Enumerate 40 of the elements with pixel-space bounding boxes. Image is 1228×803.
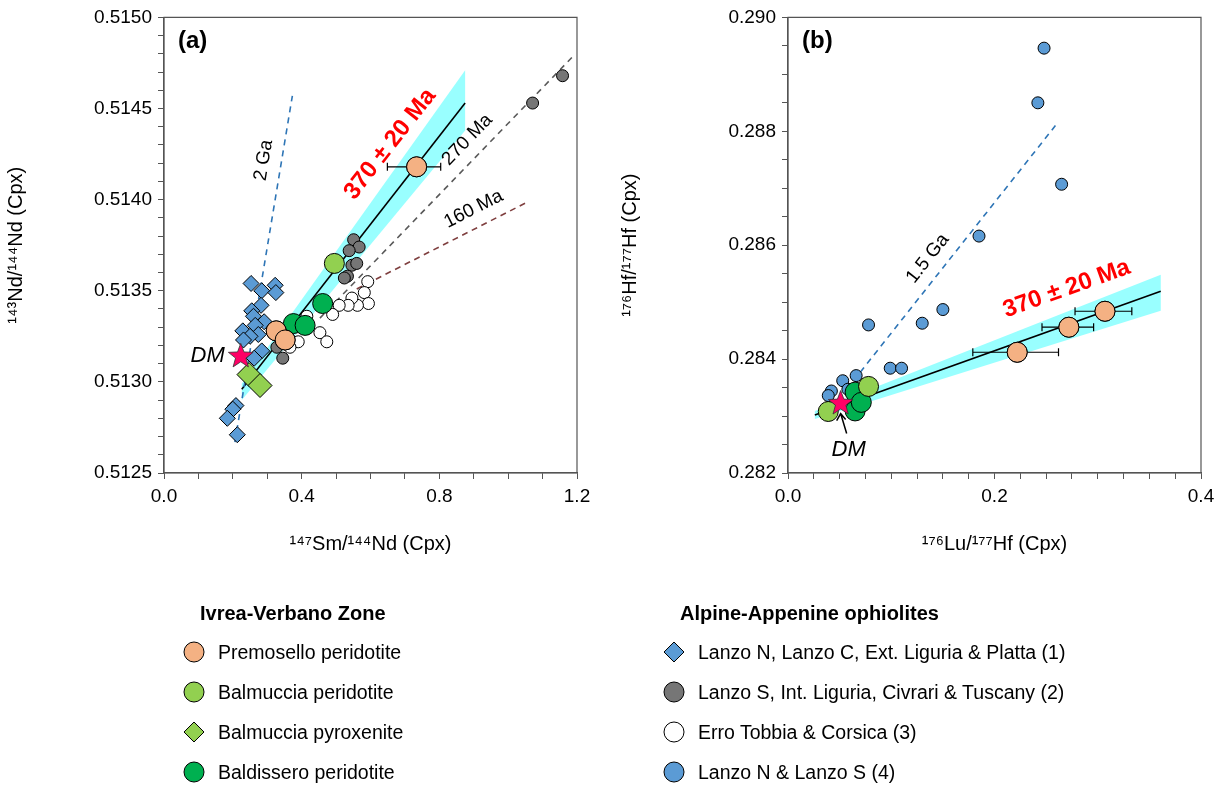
legend-label: Lanzo S, Int. Liguria, Civrari & Tuscany (2) bbox=[698, 680, 1065, 704]
y-tick-label: 0.5150 bbox=[93, 5, 152, 27]
x-tick-label: 0.4 bbox=[288, 484, 316, 506]
y-tick-label: 0.5145 bbox=[93, 96, 152, 118]
y-tick-label: 0.284 bbox=[728, 347, 777, 369]
legend-label: Erro Tobbia & Corsica (3) bbox=[698, 720, 917, 744]
annotation: 370 ± 20 Ma bbox=[998, 251, 1134, 323]
annotation: 1.5 Ga bbox=[900, 228, 953, 287]
y-tick-label: 0.288 bbox=[728, 119, 776, 141]
legend-label: Balmuccia pyroxenite bbox=[218, 720, 404, 744]
legend-label: Balmuccia peridotite bbox=[218, 680, 394, 704]
annotation: 2 Ga bbox=[248, 137, 277, 183]
legend-title: Alpine-Appenine ophiolites bbox=[680, 602, 940, 626]
x-tick-label: 0.0 bbox=[150, 484, 178, 506]
y-tick-label: 0.290 bbox=[728, 5, 776, 27]
annotation: 160 Ma bbox=[439, 184, 507, 232]
y-axis-title: ¹⁴³Nd/¹⁴⁴Nd (Cpx) bbox=[3, 166, 26, 324]
x-tick-label: 1.2 bbox=[563, 484, 591, 506]
legend-title: Ivrea-Verbano Zone bbox=[200, 602, 387, 626]
legend-label: Lanzo N, Lanzo C, Ext. Liguria & Platta (1) bbox=[698, 640, 1066, 664]
x-axis-title: ¹⁷⁶Lu/¹⁷⁷Hf (Cpx) bbox=[921, 531, 1068, 554]
x-axis-title: ¹⁴⁷Sm/¹⁴⁴Nd (Cpx) bbox=[289, 531, 452, 554]
x-tick-label: 0.0 bbox=[774, 484, 802, 506]
x-tick-label: 0.4 bbox=[1187, 484, 1215, 506]
x-tick-label: 0.2 bbox=[981, 484, 1008, 506]
y-tick-label: 0.286 bbox=[728, 233, 776, 255]
x-tick-label: 0.8 bbox=[426, 484, 453, 506]
legend-label: Premosello peridotite bbox=[218, 640, 402, 664]
legend-label: Baldissero peridotite bbox=[218, 760, 395, 784]
y-tick-label: 0.282 bbox=[728, 461, 776, 483]
y-tick-label: 0.5140 bbox=[93, 187, 152, 209]
y-tick-label: 0.5125 bbox=[93, 461, 152, 483]
annotation: (a) bbox=[178, 26, 208, 54]
y-tick-label: 0.5135 bbox=[93, 278, 152, 300]
y-axis-title: ¹⁷⁶Hf/¹⁷⁷Hf (Cpx) bbox=[617, 173, 640, 317]
text: Lanzo N & Lanzo S (4) bbox=[698, 760, 896, 784]
y-tick-label: 0.5130 bbox=[93, 370, 152, 392]
annotation: DM bbox=[190, 342, 226, 368]
annotation: DM bbox=[831, 435, 867, 461]
annotation: (b) bbox=[802, 26, 833, 54]
